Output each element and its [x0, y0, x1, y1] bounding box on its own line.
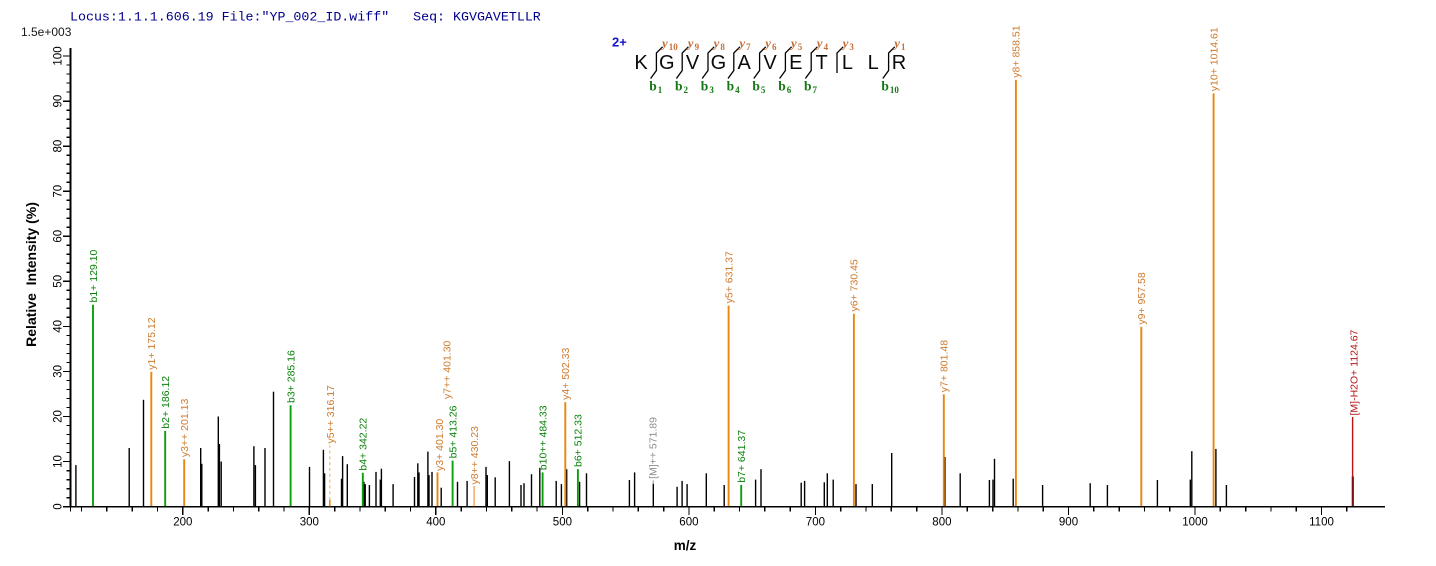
svg-text:0: 0	[53, 503, 65, 509]
svg-text:y10+ 1014.61: y10+ 1014.61	[1208, 27, 1220, 91]
svg-text:G: G	[711, 52, 727, 74]
svg-text:1.5e+003: 1.5e+003	[21, 25, 72, 39]
svg-text:30: 30	[53, 365, 65, 378]
svg-text:y9+ 957.58: y9+ 957.58	[1136, 272, 1148, 324]
svg-text:600: 600	[679, 517, 698, 529]
svg-text:y5+ 631.37: y5+ 631.37	[723, 251, 735, 303]
svg-text:y6+ 730.45: y6+ 730.45	[849, 259, 861, 311]
svg-text:50: 50	[53, 275, 65, 288]
svg-text:800: 800	[932, 517, 951, 529]
svg-text:90: 90	[53, 95, 65, 108]
svg-text:b1+ 129.10: b1+ 129.10	[88, 249, 100, 302]
svg-text:y7++ 401.30: y7++ 401.30	[442, 340, 454, 399]
svg-text:900: 900	[1059, 517, 1078, 529]
svg-text:T: T	[815, 52, 827, 74]
svg-text:b2+ 186.12: b2+ 186.12	[160, 376, 172, 429]
svg-text:b4+ 342.22: b4+ 342.22	[358, 418, 370, 471]
svg-text:V: V	[686, 52, 700, 74]
svg-text:80: 80	[53, 140, 65, 153]
svg-text:b5+ 413.26: b5+ 413.26	[447, 405, 459, 458]
svg-text:b7+ 641.37: b7+ 641.37	[736, 430, 748, 483]
svg-text:y4+ 502.33: y4+ 502.33	[560, 347, 572, 399]
svg-text:60: 60	[53, 230, 65, 243]
svg-text:y3+ 401.30: y3+ 401.30	[434, 419, 446, 471]
svg-text:700: 700	[806, 517, 825, 529]
svg-text:b10++ 484.33: b10++ 484.33	[537, 405, 549, 470]
svg-text:b6+ 512.33: b6+ 512.33	[573, 414, 585, 467]
svg-text:y8+ 858.51: y8+ 858.51	[1011, 25, 1023, 77]
svg-text:20: 20	[53, 410, 65, 423]
svg-text:1100: 1100	[1309, 517, 1334, 529]
svg-text:40: 40	[53, 320, 65, 333]
svg-text:E: E	[789, 52, 802, 74]
svg-text:10: 10	[53, 455, 65, 468]
svg-text:2+: 2+	[612, 35, 627, 50]
svg-text:y3++ 201.13: y3++ 201.13	[179, 399, 191, 458]
svg-text:70: 70	[53, 185, 65, 198]
svg-text:y8++ 430.23: y8++ 430.23	[469, 426, 481, 485]
svg-text:G: G	[659, 52, 675, 74]
svg-text:[M]-H2O+ 1124.67: [M]-H2O+ 1124.67	[1349, 329, 1361, 415]
svg-text:Locus:1.1.1.606.19 File:"YP_00: Locus:1.1.1.606.19 File:"YP_002_ID.wiff"…	[70, 10, 541, 25]
svg-text:200: 200	[173, 517, 192, 529]
svg-text:R: R	[892, 52, 906, 74]
svg-text:y7+ 801.48: y7+ 801.48	[939, 340, 951, 392]
svg-text:100: 100	[53, 46, 65, 65]
svg-text:1000: 1000	[1182, 517, 1208, 529]
svg-text:m/z: m/z	[674, 538, 697, 553]
svg-text:500: 500	[553, 517, 572, 529]
svg-text:A: A	[738, 52, 752, 74]
svg-text:y5++ 316.17: y5++ 316.17	[325, 385, 337, 444]
svg-text:L: L	[868, 52, 879, 74]
svg-text:K: K	[634, 52, 648, 74]
svg-text:L: L	[842, 52, 853, 74]
svg-text:[M]++ 571.89: [M]++ 571.89	[648, 417, 660, 479]
svg-text:b3+ 285.16: b3+ 285.16	[285, 350, 297, 403]
svg-text:Relative Intensity (%): Relative Intensity (%)	[23, 202, 39, 347]
svg-text:300: 300	[300, 517, 319, 529]
svg-text:V: V	[763, 52, 777, 74]
svg-text:400: 400	[426, 517, 445, 529]
svg-text:y1+ 175.12: y1+ 175.12	[146, 317, 158, 369]
